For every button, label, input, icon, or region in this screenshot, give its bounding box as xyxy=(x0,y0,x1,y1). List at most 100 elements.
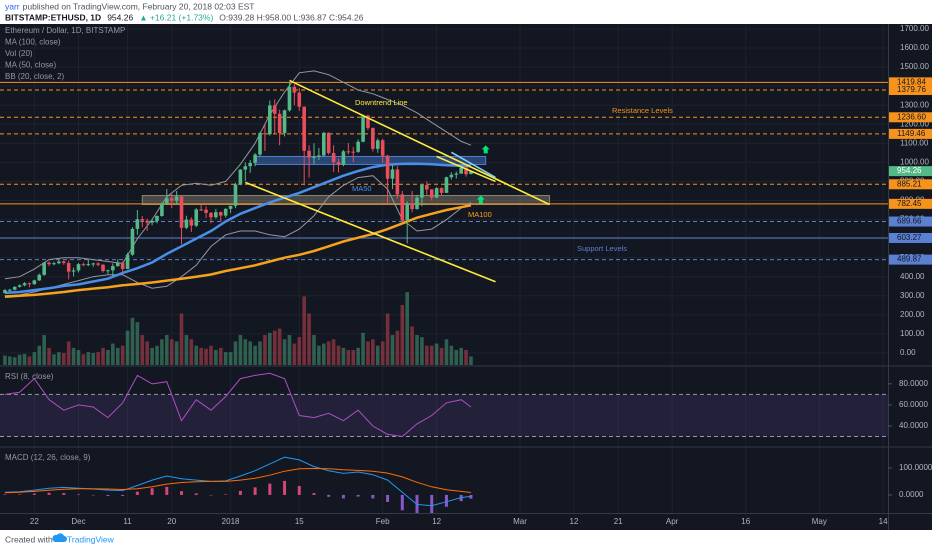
y-tick-label: 1100.00 xyxy=(900,138,929,147)
y-tick-label: 1200.00 xyxy=(900,119,929,128)
candle-body xyxy=(42,262,46,275)
volume-bar xyxy=(238,335,243,365)
candle-body xyxy=(361,115,365,142)
candle-body xyxy=(115,262,120,267)
symbol: BITSTAMP:ETHUSD, 1D xyxy=(5,12,101,22)
macd-hist-bar xyxy=(165,486,169,495)
price-label: 603.27 xyxy=(897,233,922,242)
volume-bar xyxy=(341,347,346,365)
y-tick-label: 100.00 xyxy=(900,329,925,338)
x-tick-label: 15 xyxy=(295,517,304,526)
ohlc: O:939.28 H:958.00 L:936.87 C:954.26 xyxy=(219,12,363,22)
price-label-bg xyxy=(889,233,932,244)
candle-body xyxy=(326,132,331,154)
volume-bar xyxy=(346,350,351,365)
volume-bar xyxy=(145,341,149,365)
macd-hist-bar xyxy=(47,492,51,495)
trendline xyxy=(289,79,550,206)
candle-body xyxy=(160,203,164,216)
candle-body xyxy=(415,197,419,210)
macd-hist-bar xyxy=(3,494,7,495)
candle-body xyxy=(341,151,346,165)
volume-bar xyxy=(454,350,459,365)
x-tick-label: 14 xyxy=(879,517,888,526)
candle-body xyxy=(17,285,22,287)
volume-bar xyxy=(71,347,76,365)
candle-body xyxy=(307,150,311,158)
candle-body xyxy=(169,198,174,201)
candle-body xyxy=(366,115,370,128)
x-tick-label: 12 xyxy=(570,517,579,526)
arrow xyxy=(476,195,485,204)
macd-hist-bar xyxy=(121,494,125,497)
trendline xyxy=(436,155,496,183)
price-label: 689.66 xyxy=(897,217,922,226)
volume-bar xyxy=(439,347,444,365)
volume-bar xyxy=(307,313,311,365)
candle-body xyxy=(322,132,326,156)
volume-bar xyxy=(312,335,316,365)
legend-entry: MA (50, close) xyxy=(5,61,56,70)
annotation: MA100 xyxy=(468,210,492,219)
candle-body xyxy=(439,188,444,193)
legend-entry: MA (100, close) xyxy=(5,38,61,47)
volume-bar xyxy=(96,352,100,365)
price-label-bg xyxy=(889,179,932,190)
macd-hist-bar xyxy=(400,494,404,511)
x-tick-label: Dec xyxy=(71,517,85,526)
candle-body xyxy=(91,263,96,265)
volume-bar xyxy=(434,343,439,365)
volume-bar xyxy=(194,345,199,365)
header-bg xyxy=(0,0,932,24)
macd-hist-bar xyxy=(430,494,434,513)
price-label: 1419.84 xyxy=(897,77,926,86)
volume-bar xyxy=(76,350,81,365)
volume-bar xyxy=(125,330,130,365)
candle-body xyxy=(150,220,154,223)
volume-bar xyxy=(214,350,218,365)
x-tick-label: 11 xyxy=(123,517,132,526)
candle-body xyxy=(22,283,27,286)
candle-body xyxy=(37,274,42,281)
legend-entry: Vol (20) xyxy=(5,49,33,58)
volume-bar xyxy=(42,335,46,365)
macd-hist-bar xyxy=(32,493,36,495)
price-label: 1236.60 xyxy=(897,112,926,121)
axes xyxy=(0,24,932,530)
volume-bar xyxy=(277,328,282,365)
rsi-band xyxy=(0,394,888,437)
candle-body xyxy=(400,194,405,221)
candle-body xyxy=(380,140,385,156)
y-tick-label: 0.0000 xyxy=(899,490,924,499)
volume-bar xyxy=(22,353,27,365)
volume-bar xyxy=(61,353,66,365)
x-tick-label: Apr xyxy=(666,517,679,526)
candle-body xyxy=(140,219,145,221)
indicator-line xyxy=(4,70,472,280)
price-label-bg xyxy=(889,166,932,177)
candle-body xyxy=(302,106,306,151)
candle-body xyxy=(52,263,56,265)
candle-body xyxy=(12,286,17,290)
price-label: 885.21 xyxy=(897,179,922,188)
pane-title: MACD (12, 26, close, 9) xyxy=(5,453,91,462)
volume-bar xyxy=(66,341,71,365)
candle-body xyxy=(223,208,228,216)
candle-body xyxy=(444,177,449,193)
x-tick-label: 16 xyxy=(741,517,750,526)
volume-bar xyxy=(140,335,145,365)
candle-body xyxy=(81,264,86,266)
volume-bar xyxy=(115,347,120,365)
candle-body xyxy=(165,198,169,204)
logo xyxy=(52,533,67,542)
volume-bar xyxy=(209,345,213,365)
x-tick-label: Mar xyxy=(513,517,527,526)
volume-bar xyxy=(204,348,208,365)
volume-bar xyxy=(228,352,233,365)
legend-entry: Ethereum / Dollar, 1D, BITSTAMP xyxy=(5,26,125,35)
candle-body xyxy=(155,215,159,221)
macd-hist-bar xyxy=(150,488,154,495)
y-tick-label: 1000.00 xyxy=(900,157,929,166)
macd-hist-bar xyxy=(194,493,198,495)
